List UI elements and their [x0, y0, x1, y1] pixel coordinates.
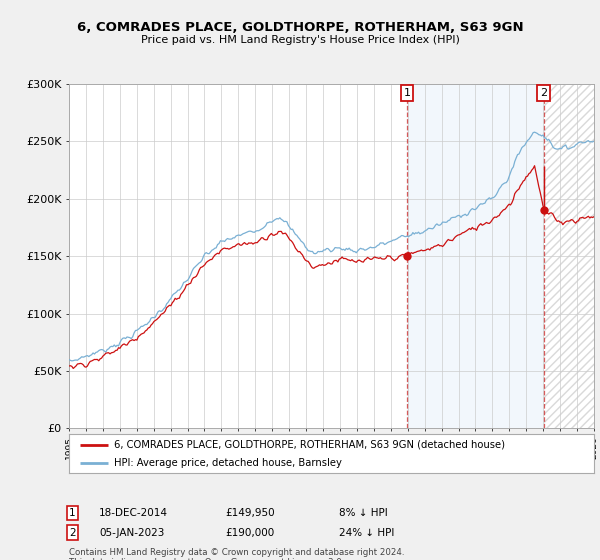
Text: £149,950: £149,950 [225, 508, 275, 518]
Text: 1: 1 [404, 88, 410, 98]
Text: Price paid vs. HM Land Registry's House Price Index (HPI): Price paid vs. HM Land Registry's House … [140, 35, 460, 45]
Text: 6, COMRADES PLACE, GOLDTHORPE, ROTHERHAM, S63 9GN: 6, COMRADES PLACE, GOLDTHORPE, ROTHERHAM… [77, 21, 523, 34]
Text: HPI: Average price, detached house, Barnsley: HPI: Average price, detached house, Barn… [113, 459, 341, 468]
Bar [407, 84, 544, 428]
Bar [544, 84, 594, 428]
Text: 2: 2 [69, 528, 76, 538]
Text: 2: 2 [540, 88, 547, 98]
Text: 24% ↓ HPI: 24% ↓ HPI [339, 528, 394, 538]
Text: 8% ↓ HPI: 8% ↓ HPI [339, 508, 388, 518]
Text: 18-DEC-2014: 18-DEC-2014 [99, 508, 168, 518]
Text: 1: 1 [69, 508, 76, 518]
Text: 05-JAN-2023: 05-JAN-2023 [99, 528, 164, 538]
Text: £190,000: £190,000 [225, 528, 274, 538]
Bar [544, 84, 594, 428]
Text: 6, COMRADES PLACE, GOLDTHORPE, ROTHERHAM, S63 9GN (detached house): 6, COMRADES PLACE, GOLDTHORPE, ROTHERHAM… [113, 440, 505, 450]
Text: Contains HM Land Registry data © Crown copyright and database right 2024.
This d: Contains HM Land Registry data © Crown c… [69, 548, 404, 560]
